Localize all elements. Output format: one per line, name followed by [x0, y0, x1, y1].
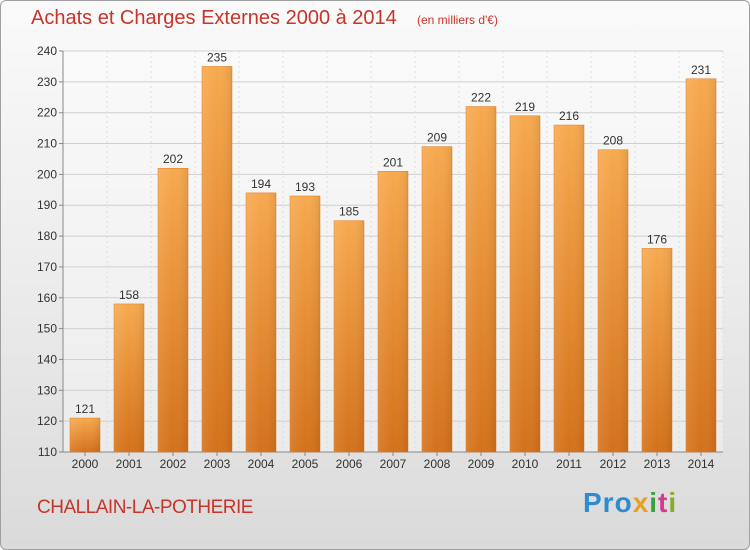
data-label: 185 [339, 205, 359, 219]
x-tick-label: 2013 [644, 457, 671, 471]
x-tick-label: 2012 [600, 457, 627, 471]
y-tick-label: 240 [37, 44, 57, 58]
y-tick-label: 190 [37, 198, 57, 212]
data-labels: 121 158 202 235 194 193 185 201 209 222 219 216 208 1… [75, 50, 711, 416]
x-tick-label: 2009 [468, 457, 495, 471]
x-tick-label: 2014 [688, 457, 715, 471]
bar-shading [554, 125, 584, 453]
y-tick-label: 120 [37, 414, 57, 428]
bar-shading [422, 146, 452, 452]
bar-shading [642, 248, 672, 452]
bar-shading [202, 66, 232, 452]
x-tick-label: 2000 [72, 457, 99, 471]
data-label: 209 [427, 131, 447, 145]
bar-shading [158, 168, 188, 452]
y-tick-label: 150 [37, 322, 57, 336]
y-tick-label: 180 [37, 229, 57, 243]
bar-shading [114, 303, 144, 452]
commune-name: CHALLAIN-LA-POTHERIE [37, 497, 253, 518]
data-label: 216 [559, 109, 579, 123]
x-tick-label: 2010 [512, 457, 539, 471]
logo-part: Pro [583, 487, 633, 518]
chart-title: Achats et Charges Externes 2000 à 2014 [31, 7, 397, 29]
bars [69, 66, 717, 453]
x-tick-label: 2008 [424, 457, 451, 471]
x-tick-label: 2005 [292, 457, 319, 471]
data-label: 219 [515, 100, 535, 114]
bar-shading [510, 115, 540, 453]
logo-part: i [649, 487, 659, 518]
y-tick-label: 200 [37, 167, 57, 181]
y-tick-label: 140 [37, 352, 57, 366]
x-tick-label: 2004 [248, 457, 275, 471]
logo-part: i [668, 487, 678, 518]
data-label: 235 [207, 50, 227, 64]
data-label: 231 [691, 63, 711, 77]
data-label: 202 [163, 152, 183, 166]
x-tick-label: 2003 [204, 457, 231, 471]
bar-shading [290, 195, 320, 452]
chart-subtitle: (en milliers d'€) [417, 13, 498, 27]
tick-labels: 110 120 130 140 150 160 170 180 190 200 210 220 230 2… [37, 44, 715, 471]
data-label: 176 [647, 232, 667, 246]
bar-shading [466, 106, 496, 453]
x-tick-label: 2011 [556, 457, 582, 471]
x-tick-label: 2007 [380, 457, 407, 471]
data-label: 222 [471, 91, 491, 105]
y-tick-label: 130 [37, 383, 57, 397]
data-label: 208 [603, 134, 623, 148]
x-tick-label: 2002 [160, 457, 187, 471]
logo-part: x [632, 487, 650, 518]
logo-part: t [658, 487, 669, 518]
bar-shading [378, 171, 408, 453]
bar-shading [598, 149, 628, 452]
y-tick-label: 220 [37, 106, 57, 120]
y-tick-label: 170 [37, 260, 57, 274]
y-tick-label: 110 [38, 445, 57, 459]
data-label: 194 [251, 177, 271, 191]
bar-shading [686, 78, 716, 452]
y-tick-label: 230 [37, 75, 57, 89]
bar-shading [246, 192, 276, 452]
x-tick-label: 2001 [116, 457, 143, 471]
bar-shading [70, 418, 100, 452]
data-label: 158 [119, 288, 139, 302]
bar-shading [334, 220, 364, 452]
data-label: 201 [383, 155, 403, 169]
data-label: 193 [295, 180, 315, 194]
y-tick-label: 210 [37, 137, 57, 151]
x-tick-label: 2006 [336, 457, 363, 471]
data-label: 121 [75, 402, 95, 416]
y-tick-label: 160 [37, 291, 57, 305]
proxiti-logo: Proxiti [583, 487, 677, 519]
